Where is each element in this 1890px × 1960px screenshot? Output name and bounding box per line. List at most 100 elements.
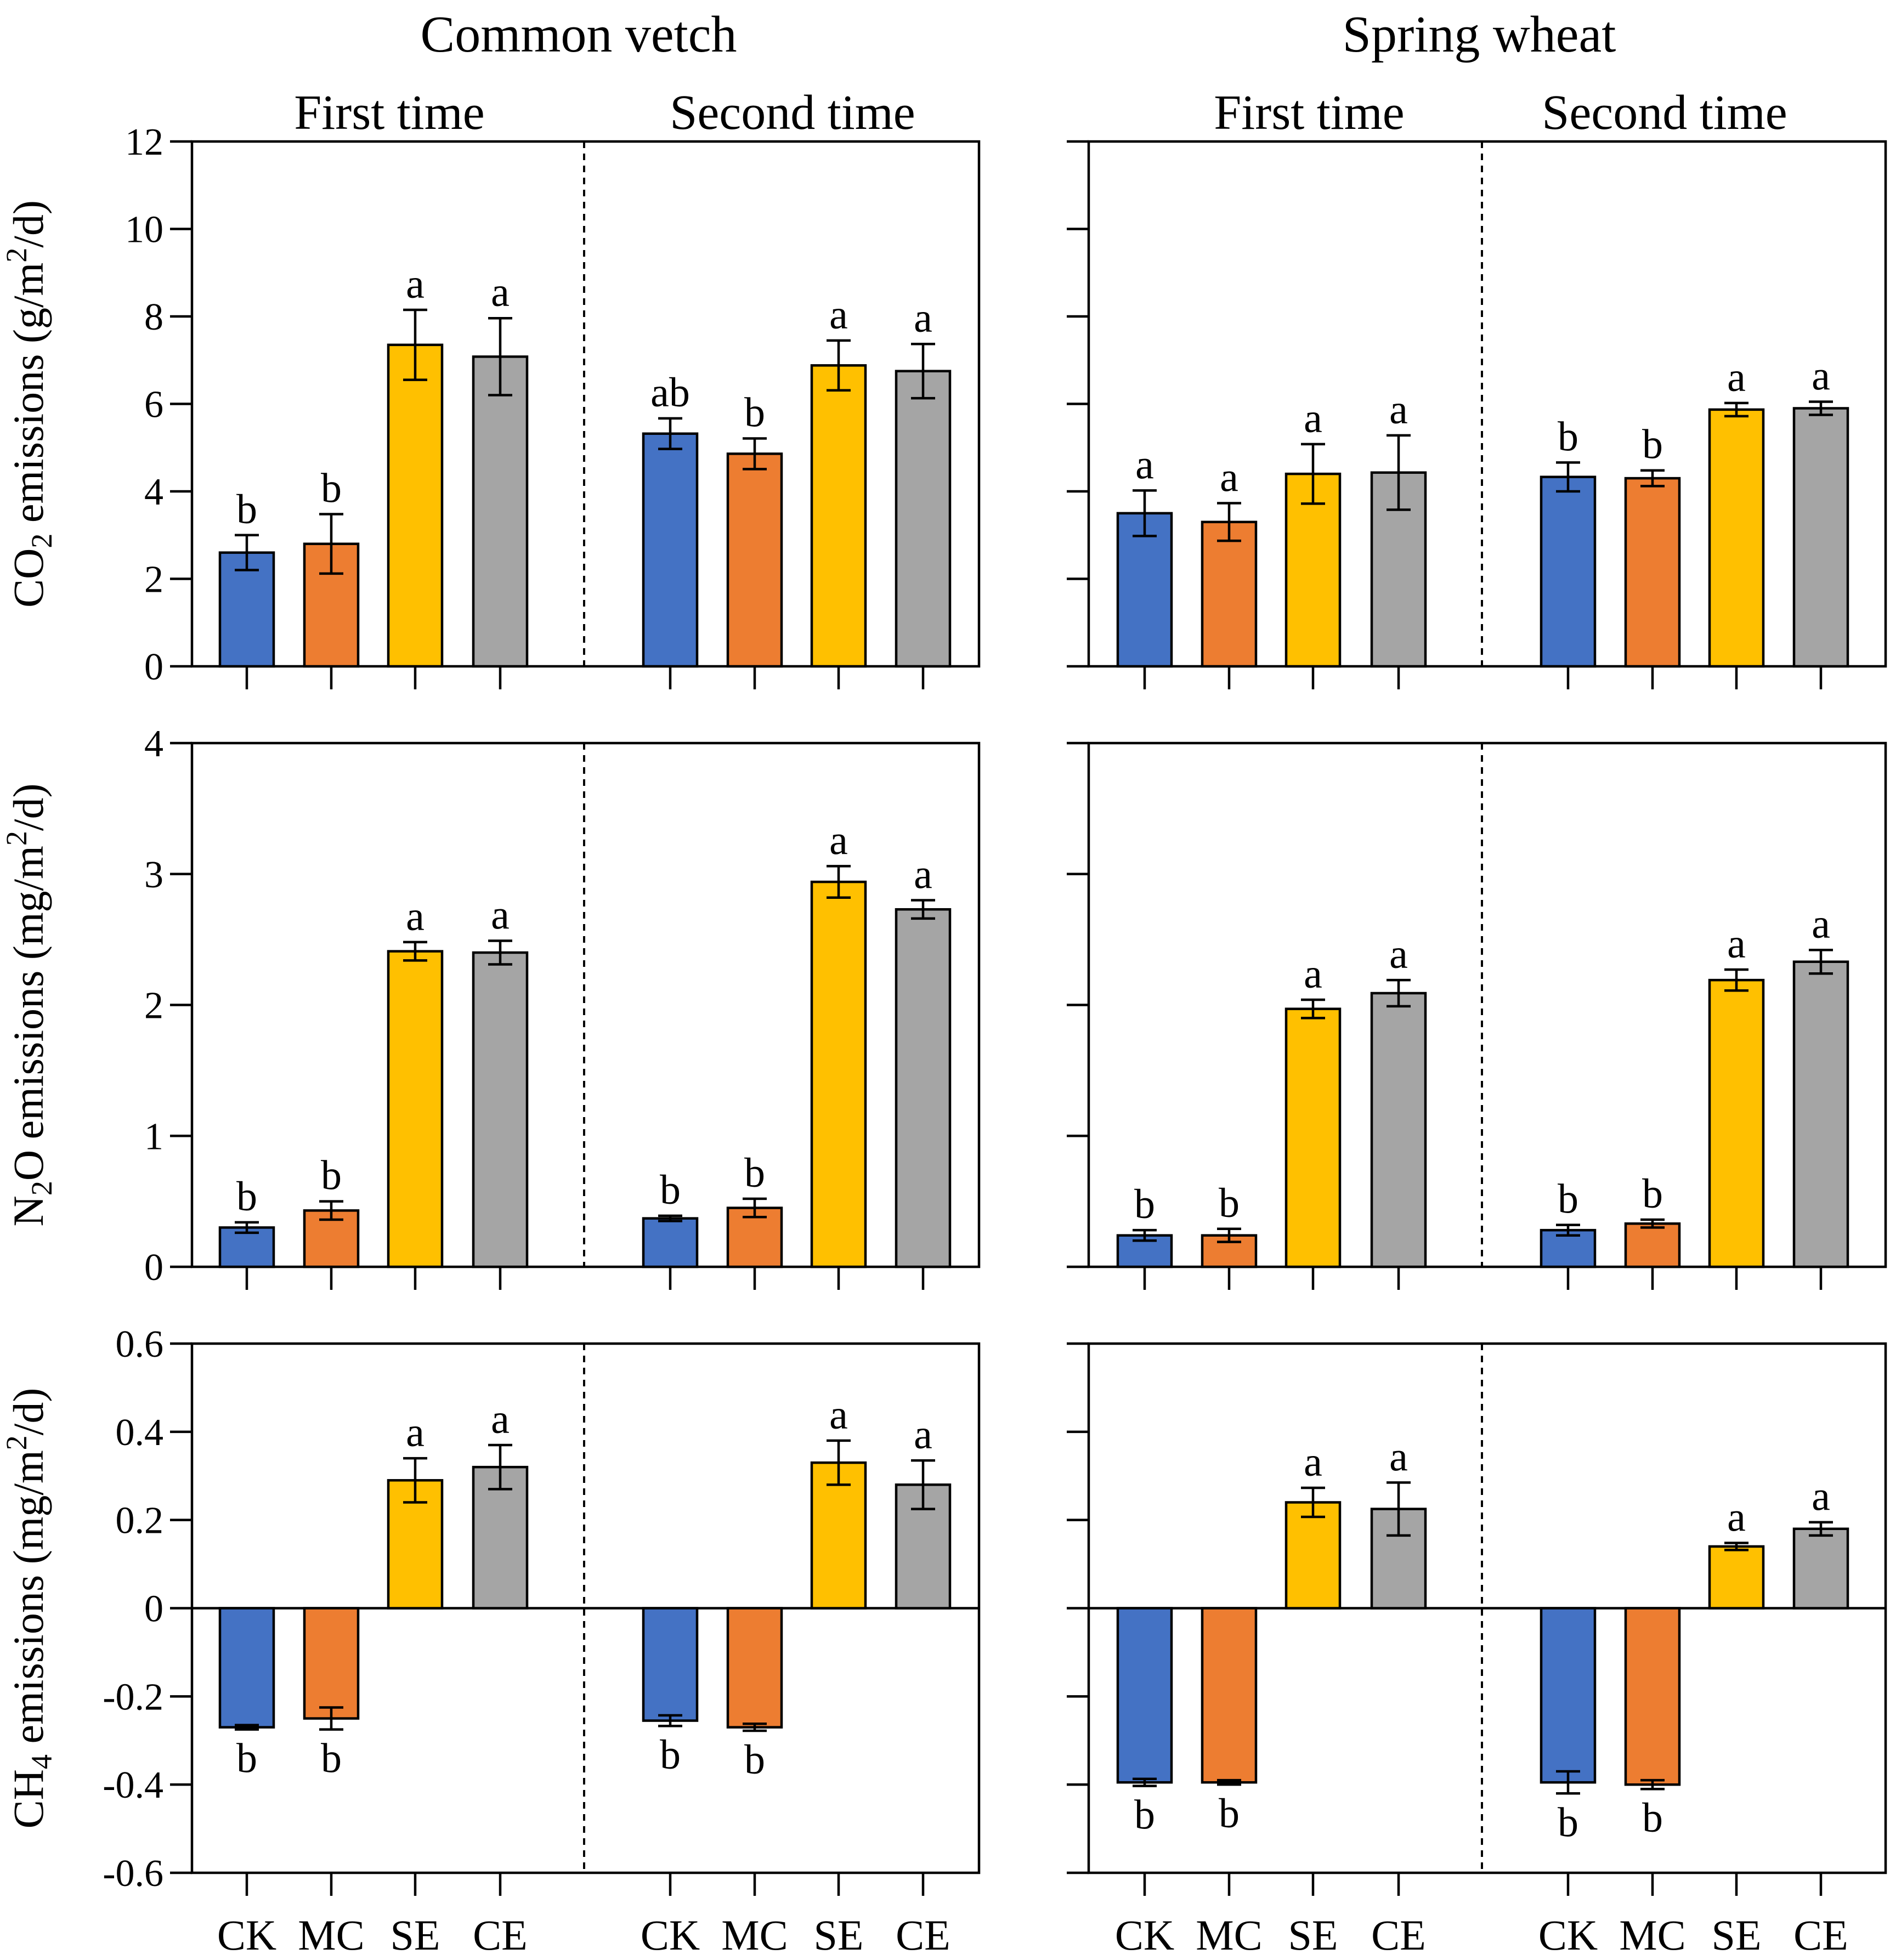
significance-letter: a xyxy=(914,1412,932,1458)
y-tick-label: 6 xyxy=(144,384,163,426)
bar-ce xyxy=(472,951,529,1268)
significance-letter: a xyxy=(1304,951,1322,997)
significance-letter: a xyxy=(1812,353,1830,399)
significance-letter: a xyxy=(491,1396,510,1442)
significance-letter: b xyxy=(1642,1171,1663,1217)
y-label-subscript: 2 xyxy=(25,534,58,548)
y-tick-label: 3 xyxy=(144,854,163,896)
significance-letter: b xyxy=(321,465,342,511)
bar-se xyxy=(1708,978,1765,1268)
bar-mc xyxy=(726,1206,783,1268)
x-category-label-se: SE xyxy=(1288,1911,1338,1959)
group-label-wheat-first: First time xyxy=(1214,86,1405,140)
significance-letter: b xyxy=(1558,413,1578,460)
y-label-part: N xyxy=(4,1196,52,1226)
bar-ck xyxy=(1540,1607,1597,1784)
y-axis-label-co2: CO2 emissions (g/m2/d) xyxy=(0,200,58,608)
x-category-label-ce: CE xyxy=(1371,1911,1426,1959)
x-category-label-se: SE xyxy=(390,1911,440,1959)
bar-ck xyxy=(218,1607,275,1729)
y-label-subscript: 2 xyxy=(25,1181,58,1196)
significance-letter: a xyxy=(1304,395,1322,441)
significance-letter: a xyxy=(406,893,425,939)
significance-letter: b xyxy=(236,1174,257,1220)
group-label-vetch-first: First time xyxy=(294,86,485,140)
bar-ck xyxy=(642,1607,699,1722)
x-category-label-mc: MC xyxy=(1619,1911,1685,1959)
x-category-label-mc: MC xyxy=(721,1911,788,1959)
significance-letter: b xyxy=(1219,1180,1240,1226)
x-category-label-mc: MC xyxy=(298,1911,364,1959)
significance-letter: b xyxy=(1558,1176,1578,1222)
y-label-subscript: 4 xyxy=(25,1754,58,1769)
crop-title-common-vetch: Common vetch xyxy=(421,6,737,63)
y-label-part: CO xyxy=(4,548,52,608)
bar-ce xyxy=(1792,960,1849,1268)
bar-se xyxy=(1284,472,1342,668)
bar-se xyxy=(810,880,867,1268)
y-label-part: CH xyxy=(4,1769,52,1828)
bar-mc xyxy=(1201,1234,1258,1268)
significance-letter: a xyxy=(1727,1494,1746,1540)
significance-letter: b xyxy=(321,1736,342,1782)
significance-letter: a xyxy=(914,295,932,341)
y-tick-label: 8 xyxy=(144,296,163,338)
bar-mc xyxy=(726,1607,783,1729)
significance-letter: ab xyxy=(650,370,690,416)
bar-mc xyxy=(1201,520,1258,668)
significance-letter: b xyxy=(1134,1792,1155,1838)
significance-letter: a xyxy=(1135,441,1154,488)
bar-ck xyxy=(1116,1234,1173,1268)
significance-letter: a xyxy=(406,1409,425,1455)
significance-letter: a xyxy=(1304,1439,1322,1485)
significance-letter: a xyxy=(1220,455,1238,501)
significance-letter: a xyxy=(1812,901,1830,947)
y-label-part: O emissions (mg/m xyxy=(4,846,52,1181)
panel-n2o-vetch: 0 1 2 3 4 b b a a b b a a xyxy=(144,723,981,1290)
significance-letter: b xyxy=(1219,1791,1240,1837)
y-label-superscript: 2 xyxy=(0,831,33,846)
y-tick-label: -0.6 xyxy=(103,1853,163,1895)
significance-letter: b xyxy=(660,1167,681,1213)
significance-letter: b xyxy=(236,1736,257,1782)
significance-letter: a xyxy=(829,292,848,338)
bar-ck xyxy=(1116,512,1173,668)
y-axis-label-ch4: CH4 emissions (mg/m2/d) xyxy=(0,1388,58,1829)
x-category-label-ce: CE xyxy=(1793,1911,1848,1959)
significance-letter: a xyxy=(1727,354,1746,400)
y-tick-label: 0.4 xyxy=(116,1412,164,1454)
significance-letter: a xyxy=(406,261,425,307)
bar-mc xyxy=(1624,1607,1681,1786)
panel-co2-vetch: 0 2 4 6 8 10 12 b b a a ab b a a xyxy=(125,121,981,689)
x-category-label-se: SE xyxy=(813,1911,863,1959)
significance-letter: b xyxy=(744,1737,765,1783)
significance-letter: a xyxy=(1389,387,1408,433)
y-label-part: /d) xyxy=(4,200,52,248)
y-tick-label: -0.2 xyxy=(103,1676,163,1718)
significance-letter: b xyxy=(236,486,257,533)
bar-se xyxy=(1708,1545,1765,1610)
bar-ce xyxy=(472,1465,529,1610)
significance-letter: a xyxy=(491,892,510,938)
y-label-part: emissions (mg/m xyxy=(4,1450,52,1754)
bar-mc xyxy=(1201,1607,1258,1784)
bar-ce xyxy=(1792,1527,1849,1610)
significance-letter: a xyxy=(829,817,848,863)
y-tick-label: 2 xyxy=(144,559,163,601)
bar-ck xyxy=(642,1217,699,1268)
y-tick-label: 2 xyxy=(144,985,163,1027)
y-tick-label: 0 xyxy=(144,646,163,688)
bar-se xyxy=(1284,1007,1342,1268)
panel-ch4-wheat: b CK b MC a SE a CE b CK b MC a SE a CE xyxy=(1067,1342,1887,1959)
x-category-label-ce: CE xyxy=(896,1911,950,1959)
bar-se xyxy=(1284,1501,1342,1610)
significance-letter: a xyxy=(1727,921,1746,967)
bar-ce xyxy=(895,908,952,1268)
x-category-label-ck: CK xyxy=(217,1911,276,1959)
y-tick-label: 4 xyxy=(144,723,163,765)
y-axis-label-n2o: N2O emissions (mg/m2/d) xyxy=(0,783,58,1226)
crop-title-spring-wheat: Spring wheat xyxy=(1343,6,1616,63)
y-label-part: emissions (g/m xyxy=(4,263,52,534)
